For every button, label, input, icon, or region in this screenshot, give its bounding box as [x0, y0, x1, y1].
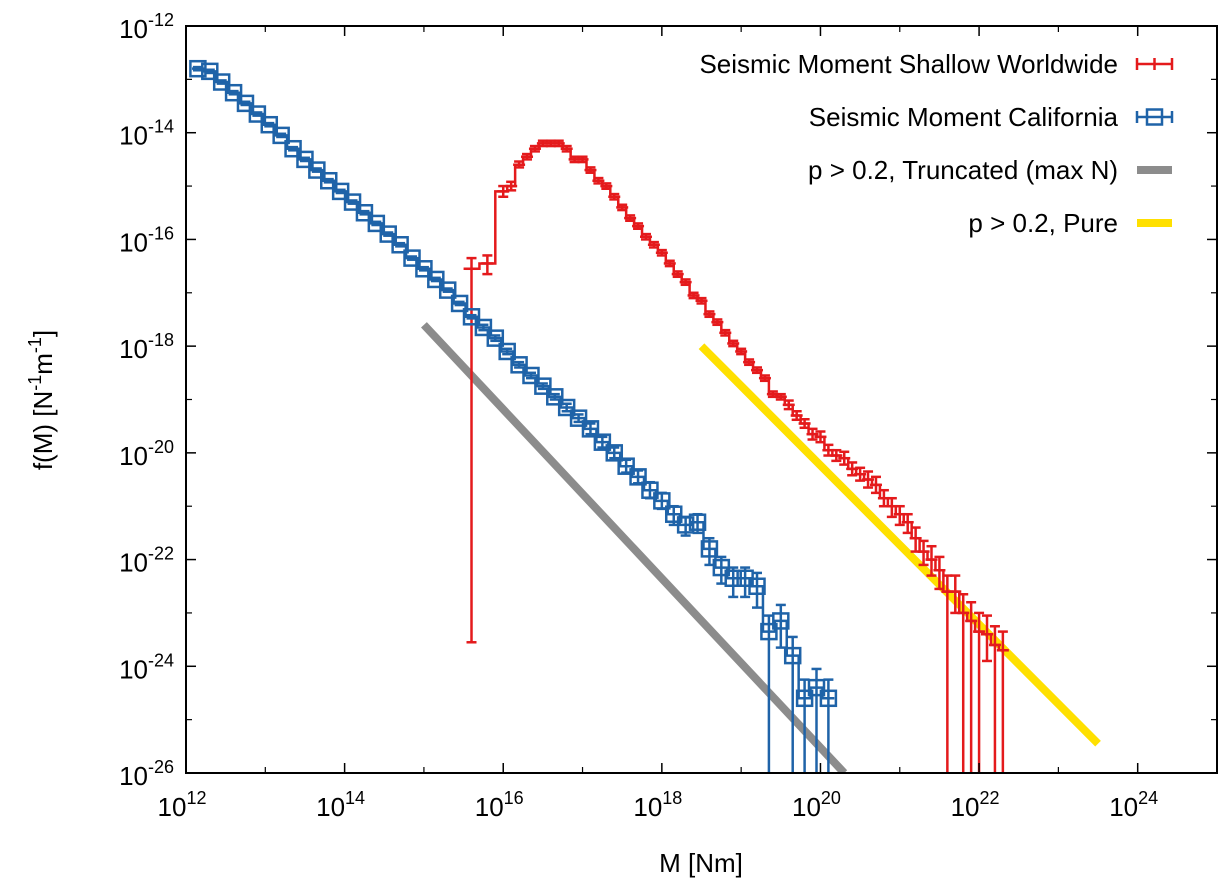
y-axis-title-part-a: f(M) [N: [28, 391, 58, 470]
data-point-square: [724, 569, 742, 587]
y-axis-title-exp-1: -1: [25, 375, 45, 391]
data-point-square: [343, 193, 362, 211]
data-point-square: [772, 612, 790, 630]
legend-label: p > 0.2, Pure: [968, 208, 1118, 238]
x-tick-label: 1018: [633, 788, 682, 822]
y-tick-label: 10-14: [119, 117, 174, 151]
data-point-square: [212, 73, 231, 91]
y-tick-label: 10-20: [119, 437, 174, 471]
x-tick-label: 1020: [792, 788, 841, 822]
data-point-square: [260, 115, 279, 134]
y-tick-label: 10-18: [119, 330, 174, 364]
series-p-0-2-truncated-max-n: [421, 322, 848, 774]
data-point-square: [700, 540, 719, 558]
data-point-square: [498, 342, 516, 361]
y-tick-label: 10-22: [119, 544, 174, 578]
y-tick-label: 10-16: [119, 223, 174, 257]
legend-label: p > 0.2, Truncated (max N): [808, 155, 1118, 185]
fit-line: [698, 343, 1101, 747]
y-axis-title-part-c: ]: [28, 330, 58, 337]
data-point-square: [546, 388, 564, 406]
x-tick-label: 1024: [1109, 788, 1158, 822]
legend-swatch-square: [1145, 108, 1164, 126]
data-point-square: [748, 577, 766, 595]
y-axis-title: f(M) [N-1m-1]: [25, 330, 58, 470]
data-point-square: [272, 126, 290, 145]
data-point-square: [760, 622, 778, 641]
y-axis-title-part-b: m: [28, 353, 58, 375]
data-point-square: [676, 516, 695, 534]
legend-label: Seismic Moment Shallow Worldwide: [699, 49, 1118, 79]
data-point-square: [510, 356, 528, 374]
data-point-square: [236, 94, 255, 113]
x-tick-label: 1022: [951, 788, 1000, 822]
legend-entry-p-0-2-pure: p > 0.2, Pure: [968, 208, 1172, 238]
data-point-square: [534, 377, 552, 395]
data-point-square: [331, 182, 350, 201]
series-layer: [189, 59, 1101, 774]
x-axis-title: M [Nm]: [659, 848, 743, 878]
data-point-square: [201, 62, 219, 81]
data-point-square: [807, 678, 826, 697]
y-tick-label: 10-26: [119, 757, 174, 791]
plot-frame: [185, 25, 1218, 774]
data-point-square: [819, 689, 838, 708]
y-tick-label: 10-24: [119, 650, 174, 684]
data-point-square: [415, 260, 433, 278]
data-point-square: [557, 398, 576, 417]
x-tick-label: 1014: [316, 788, 365, 822]
legend-entry-p-0-2-truncated-max-n: p > 0.2, Truncated (max N): [808, 155, 1172, 185]
data-point-square: [605, 444, 624, 462]
series-seismic-moment-shallow-worldwide: [463, 139, 1009, 774]
y-tick-label: 10-12: [119, 10, 174, 44]
data-point-square: [581, 420, 600, 438]
x-tick-label: 1012: [158, 788, 207, 822]
data-point-square: [462, 308, 481, 326]
legend-entry-seismic-moment-shallow-worldwide: Seismic Moment Shallow Worldwide: [699, 49, 1174, 79]
data-point-square: [224, 83, 243, 102]
data-point-square: [427, 270, 445, 289]
data-point-square: [367, 214, 386, 233]
data-point-square: [450, 294, 469, 313]
data-point-square: [664, 505, 683, 523]
y-axis-title-exp-2: -1: [25, 337, 45, 353]
data-point-square: [522, 366, 540, 385]
data-point-square: [248, 105, 267, 123]
data-point-square: [569, 409, 588, 427]
data-point-square: [403, 249, 421, 267]
data-point-square: [474, 318, 493, 337]
data-point-square: [795, 689, 814, 708]
data-point-square: [641, 481, 659, 499]
legend-entry-seismic-moment-california: Seismic Moment California: [809, 102, 1174, 132]
series-p-0-2-pure: [698, 343, 1101, 747]
data-point-square: [284, 139, 302, 158]
data-point-square: [629, 468, 647, 486]
data-point-square: [391, 236, 409, 254]
data-point-square: [617, 457, 635, 475]
data-point-square: [486, 329, 505, 347]
data-point-square: [308, 161, 326, 179]
series-seismic-moment-california: [189, 59, 838, 774]
data-point-square: [438, 281, 457, 299]
data-point-square: [355, 204, 374, 222]
data-point-square: [653, 492, 671, 510]
legend-label: Seismic Moment California: [809, 102, 1119, 132]
data-point-square: [296, 150, 314, 169]
tick-layer: 1012 1014 1016 1018 1020 1022 1024 10-12 10-14 10…: [119, 10, 1218, 822]
data-point-square: [783, 646, 802, 665]
data-point-square: [688, 513, 707, 531]
data-point-square: [320, 171, 338, 190]
x-tick-label: 1016: [475, 788, 524, 822]
legend: Seismic Moment Shallow Worldwide Seismic …: [699, 49, 1174, 238]
fit-line: [421, 322, 848, 774]
data-point-square: [379, 225, 397, 243]
data-point-square: [593, 433, 612, 451]
